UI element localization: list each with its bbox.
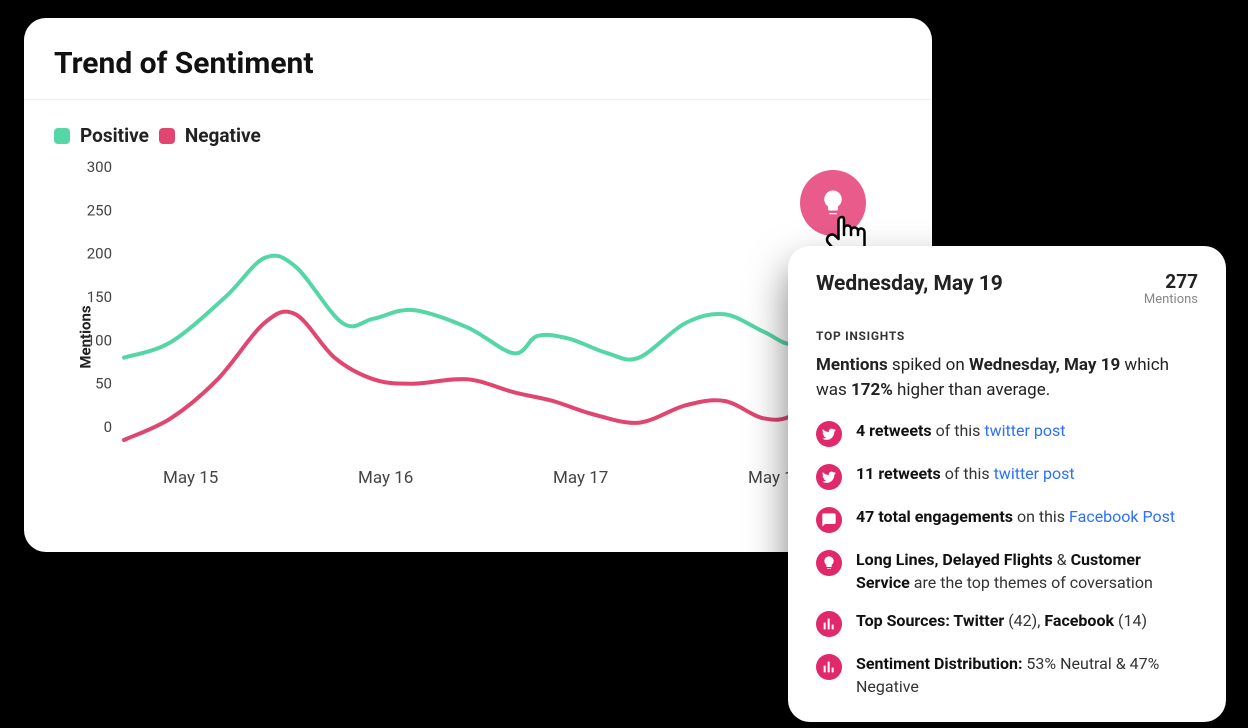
twitter-icon — [816, 421, 842, 447]
insight-text: Top Sources: Twitter (42), Facebook (14) — [856, 610, 1147, 632]
insight-rest: of this — [932, 421, 985, 440]
legend-label-positive: Positive — [80, 124, 149, 147]
svg-text:50: 50 — [95, 375, 112, 393]
insight-text: Sentiment Distribution: 53% Neutral & 47… — [856, 653, 1198, 698]
insight-link[interactable]: twitter post — [984, 421, 1065, 440]
svg-text:May 15: May 15 — [163, 468, 218, 488]
comment-icon — [816, 507, 842, 533]
insights-summary: Mentions spiked on Wednesday, May 19 whi… — [816, 353, 1198, 402]
insight-bold: Long Lines, Delayed Flights — [856, 550, 1053, 569]
insight-bold: Top Sources: Twitter — [856, 611, 1004, 630]
insights-count: 277 — [1144, 272, 1198, 293]
lightbulb-icon — [818, 188, 848, 218]
summary-bold-3: Wednesday, May 19 — [969, 355, 1120, 375]
svg-text:150: 150 — [87, 288, 112, 306]
insight-row: Sentiment Distribution: 53% Neutral & 47… — [816, 653, 1198, 698]
svg-text:0: 0 — [104, 418, 112, 436]
lightbulb-icon — [816, 550, 842, 576]
insight-rest: are the top themes of coversation — [910, 573, 1153, 592]
insight-bold: Sentiment Distribution: — [856, 654, 1022, 673]
insight-row: 4 retweets of this twitter post — [816, 420, 1198, 447]
insight-row: Top Sources: Twitter (42), Facebook (14) — [816, 610, 1198, 637]
twitter-icon — [816, 464, 842, 490]
insight-text: Long Lines, Delayed Flights & Customer S… — [856, 549, 1198, 594]
insight-bold: 47 total engagements — [856, 507, 1013, 526]
insight-text: 47 total engagements on this Facebook Po… — [856, 506, 1175, 528]
legend-swatch-positive — [54, 128, 70, 144]
insight-row: 11 retweets of this twitter post — [816, 463, 1198, 490]
insight-text: 11 retweets of this twitter post — [856, 463, 1075, 485]
summary-text-2: spiked on — [888, 355, 969, 375]
insight-rest: of this — [941, 464, 994, 483]
svg-text:May 16: May 16 — [358, 468, 413, 488]
insights-bulb-button[interactable] — [800, 170, 866, 236]
insights-count-wrap: 277 Mentions — [1144, 272, 1198, 307]
insight-row: Long Lines, Delayed Flights & Customer S… — [816, 549, 1198, 594]
summary-text-6: higher than average. — [893, 380, 1050, 400]
insights-count-label: Mentions — [1144, 293, 1198, 307]
svg-text:300: 300 — [87, 158, 112, 176]
insight-list: 4 retweets of this twitter post11 retwee… — [816, 420, 1198, 698]
insight-row: 47 total engagements on this Facebook Po… — [816, 506, 1198, 533]
insight-rest: (42), — [1004, 611, 1044, 630]
bar-chart-icon — [816, 611, 842, 637]
insight-link[interactable]: Facebook Post — [1069, 507, 1175, 526]
svg-text:May 17: May 17 — [553, 468, 608, 488]
insight-rest: on this — [1013, 507, 1069, 526]
insight-rest-2: (14) — [1114, 611, 1147, 630]
svg-text:250: 250 — [87, 201, 112, 219]
insights-date: Wednesday, May 19 — [816, 272, 1003, 296]
chart-legend: Positive Negative — [24, 100, 932, 157]
bar-chart-icon — [816, 654, 842, 680]
y-axis-label: Mentions — [77, 305, 95, 368]
insight-bold: 4 retweets — [856, 421, 932, 440]
legend-label-negative: Negative — [185, 124, 261, 147]
summary-bold-5: 172% — [851, 380, 893, 400]
insight-bold: 11 retweets — [856, 464, 941, 483]
insight-text: 4 retweets of this twitter post — [856, 420, 1065, 442]
insights-popover: Wednesday, May 19 277 Mentions Top Insig… — [788, 246, 1226, 722]
insight-joiner: & — [1053, 550, 1071, 569]
insights-subheader: Top Insights — [816, 329, 1198, 343]
summary-bold-1: Mentions — [816, 355, 888, 375]
insight-link[interactable]: twitter post — [994, 464, 1075, 483]
chart-title: Trend of Sentiment — [24, 18, 932, 99]
svg-text:200: 200 — [87, 245, 112, 263]
insight-bold-2: Facebook — [1044, 611, 1114, 630]
legend-swatch-negative — [159, 128, 175, 144]
